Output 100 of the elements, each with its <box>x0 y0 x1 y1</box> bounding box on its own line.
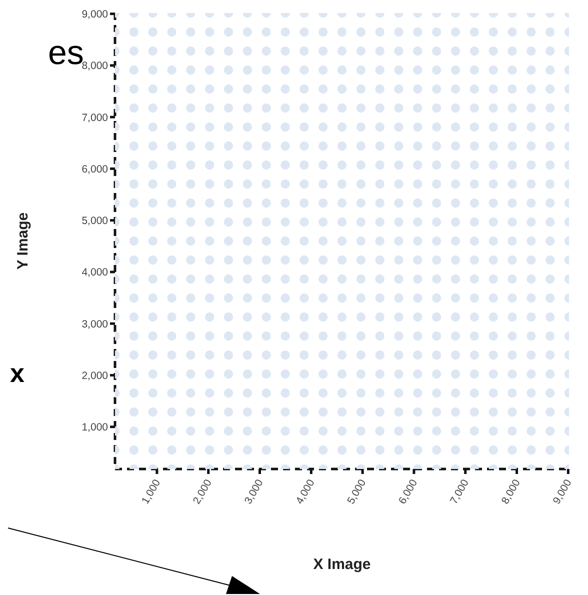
point <box>129 160 139 170</box>
point <box>545 236 555 246</box>
point <box>545 331 555 341</box>
point <box>508 236 517 246</box>
point <box>148 293 158 303</box>
point <box>432 27 442 37</box>
point <box>186 331 196 341</box>
point <box>337 445 347 455</box>
point <box>280 103 290 113</box>
point <box>450 426 460 436</box>
point <box>413 255 422 265</box>
point <box>545 255 555 265</box>
point <box>488 388 498 398</box>
point <box>488 369 498 379</box>
point <box>470 103 480 113</box>
point <box>129 179 139 189</box>
point <box>300 122 309 132</box>
point <box>204 46 214 56</box>
point <box>262 27 271 37</box>
y-tick-label: 3,000 <box>82 318 108 330</box>
point <box>242 65 252 75</box>
point <box>375 388 384 398</box>
y-tick-label: 2,000 <box>82 370 108 382</box>
point <box>129 388 139 398</box>
point <box>129 369 139 379</box>
point <box>167 141 176 151</box>
point <box>470 407 480 417</box>
point <box>300 236 309 246</box>
point <box>186 312 196 322</box>
point <box>526 103 536 113</box>
point <box>262 426 271 436</box>
point <box>204 103 214 113</box>
point <box>394 445 404 455</box>
point <box>356 179 366 189</box>
point <box>224 369 234 379</box>
point <box>432 84 442 94</box>
point <box>186 141 196 151</box>
point <box>204 198 214 208</box>
point <box>545 350 555 360</box>
point <box>242 27 252 37</box>
point <box>224 84 234 94</box>
point <box>450 388 460 398</box>
point <box>167 198 176 208</box>
point <box>280 274 290 284</box>
y-tick-label: 9,000 <box>82 8 108 21</box>
point <box>280 369 290 379</box>
point <box>508 46 517 56</box>
point <box>432 46 442 56</box>
point <box>167 65 176 75</box>
point <box>186 350 196 360</box>
point <box>280 198 290 208</box>
point <box>337 236 347 246</box>
point <box>545 46 555 56</box>
point <box>375 217 384 227</box>
point <box>526 331 536 341</box>
point <box>508 65 517 75</box>
point <box>300 369 309 379</box>
point <box>508 369 517 379</box>
point <box>508 198 517 208</box>
point <box>204 65 214 75</box>
point <box>545 274 555 284</box>
point <box>356 274 366 284</box>
point <box>450 160 460 170</box>
point <box>470 65 480 75</box>
point <box>300 274 309 284</box>
point <box>488 27 498 37</box>
point <box>224 179 234 189</box>
point <box>300 217 309 227</box>
point <box>337 369 347 379</box>
point <box>508 350 517 360</box>
point <box>262 331 271 341</box>
point <box>394 369 404 379</box>
point <box>148 198 158 208</box>
point <box>450 217 460 227</box>
point <box>526 122 536 132</box>
point <box>224 65 234 75</box>
point <box>224 445 234 455</box>
point <box>242 122 252 132</box>
point <box>167 350 176 360</box>
point <box>262 388 271 398</box>
point <box>432 407 442 417</box>
point <box>488 141 498 151</box>
point <box>148 46 158 56</box>
point <box>337 293 347 303</box>
point <box>204 369 214 379</box>
point <box>318 217 328 227</box>
point <box>186 122 196 132</box>
point <box>488 331 498 341</box>
point <box>224 426 234 436</box>
point <box>450 293 460 303</box>
point <box>375 84 384 94</box>
point <box>280 293 290 303</box>
point <box>432 426 442 436</box>
point <box>204 407 214 417</box>
point <box>375 255 384 265</box>
point <box>167 426 176 436</box>
point <box>356 84 366 94</box>
point <box>432 122 442 132</box>
point <box>488 407 498 417</box>
point <box>204 179 214 189</box>
